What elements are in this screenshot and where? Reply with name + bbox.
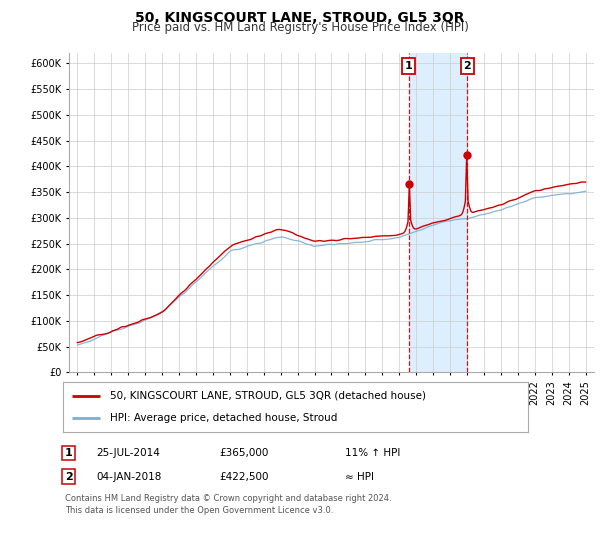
Bar xyxy=(409,53,467,372)
Text: 11% ↑ HPI: 11% ↑ HPI xyxy=(345,448,400,458)
Text: Price paid vs. HM Land Registry's House Price Index (HPI): Price paid vs. HM Land Registry's House … xyxy=(131,21,469,34)
Text: 2: 2 xyxy=(463,61,471,71)
Text: £422,500: £422,500 xyxy=(219,472,269,482)
Text: 04-JAN-2018: 04-JAN-2018 xyxy=(96,472,161,482)
Text: £365,000: £365,000 xyxy=(219,448,268,458)
Text: 25-JUL-2014: 25-JUL-2014 xyxy=(96,448,160,458)
Text: 1: 1 xyxy=(65,448,73,458)
Text: 50, KINGSCOURT LANE, STROUD, GL5 3QR: 50, KINGSCOURT LANE, STROUD, GL5 3QR xyxy=(135,11,465,25)
Text: 2: 2 xyxy=(65,472,73,482)
Text: 1: 1 xyxy=(405,61,413,71)
Text: HPI: Average price, detached house, Stroud: HPI: Average price, detached house, Stro… xyxy=(110,413,337,423)
Text: 50, KINGSCOURT LANE, STROUD, GL5 3QR (detached house): 50, KINGSCOURT LANE, STROUD, GL5 3QR (de… xyxy=(110,390,425,400)
Text: Contains HM Land Registry data © Crown copyright and database right 2024.
This d: Contains HM Land Registry data © Crown c… xyxy=(65,494,391,515)
Text: ≈ HPI: ≈ HPI xyxy=(345,472,374,482)
